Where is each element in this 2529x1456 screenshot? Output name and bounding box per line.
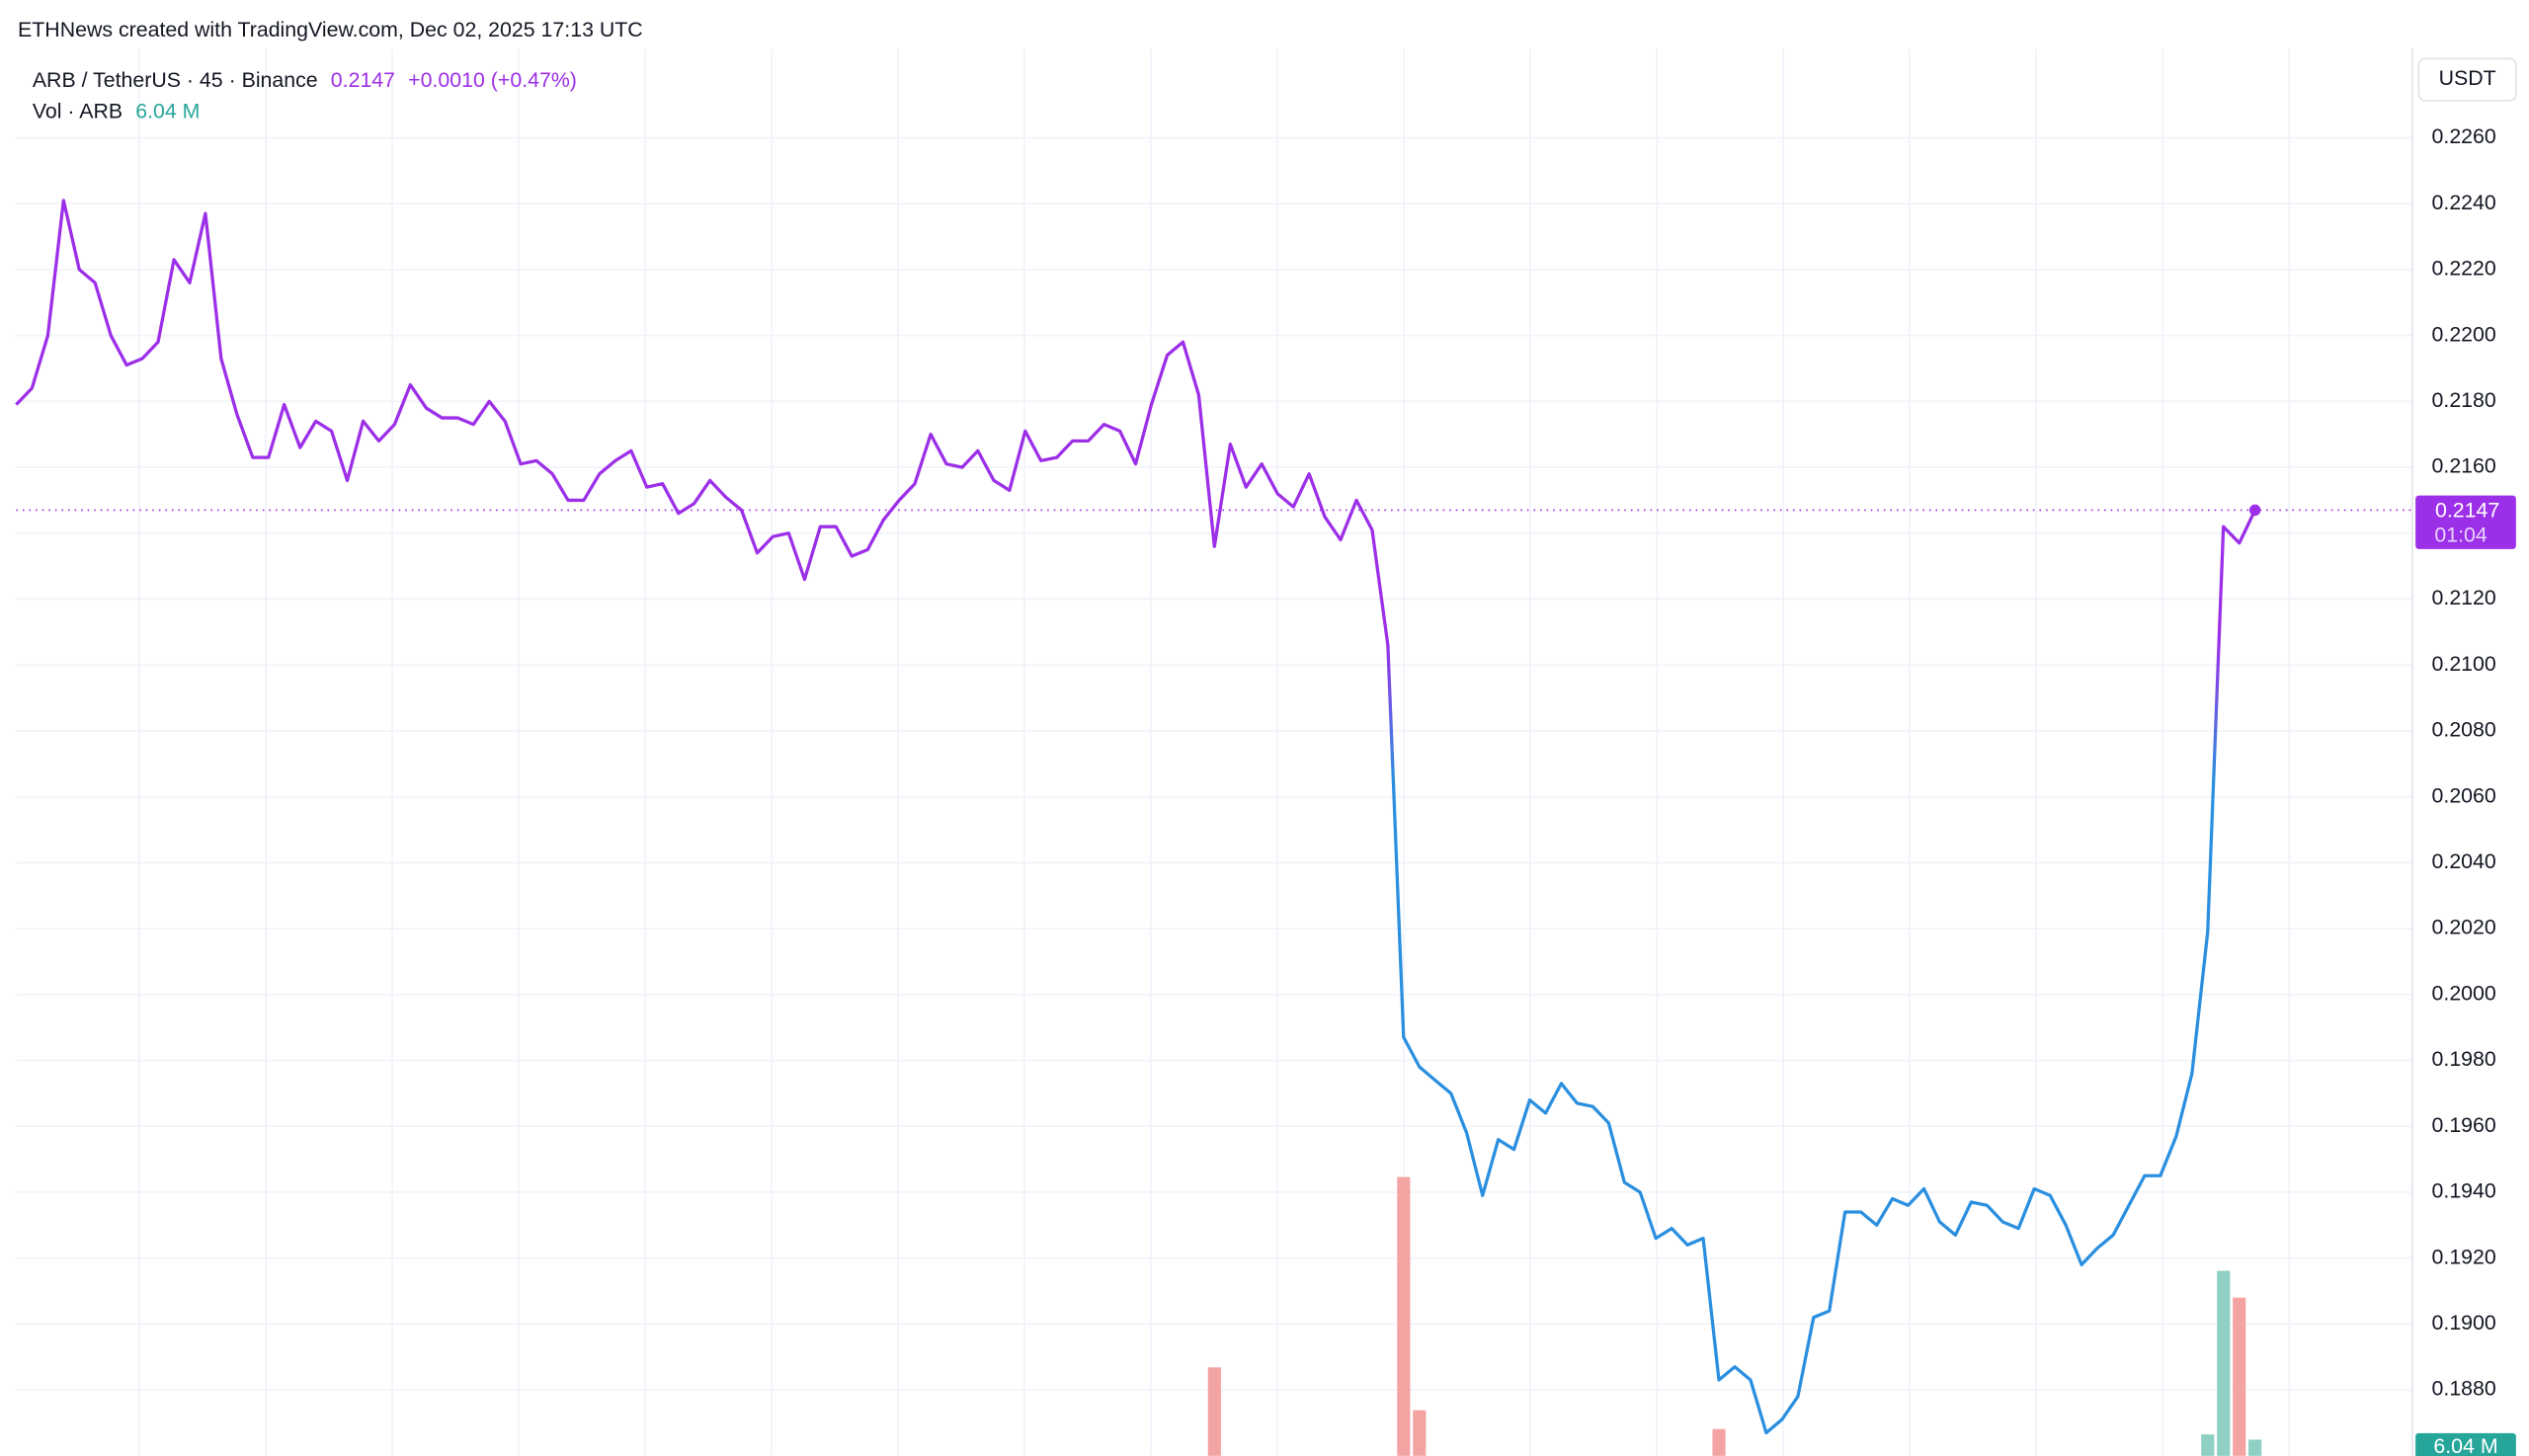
price-badge-value: 0.2147	[2435, 499, 2499, 523]
price-badge	[2415, 495, 2516, 549]
y-tick-label: 0.2020	[2432, 916, 2496, 939]
legend-item: 0.2147	[331, 68, 395, 92]
legend-item: 6.04 M	[135, 99, 200, 122]
y-tick-label: 0.2060	[2432, 783, 2496, 807]
y-tick-label: 0.2100	[2432, 652, 2496, 676]
y-tick-label: 0.2220	[2432, 257, 2496, 281]
y-tick-label: 0.2260	[2432, 124, 2496, 148]
legend-item: ARB / TetherUS · 45 · Binance	[33, 68, 318, 92]
legend-volume: Vol · ARB 6.04 M	[33, 99, 201, 122]
y-tick-label: 0.2080	[2432, 718, 2496, 742]
legend-price: ARB / TetherUS · 45 · Binance 0.2147 +0.00…	[33, 68, 577, 92]
volume-bar	[2217, 1270, 2231, 1456]
volume-bar	[1207, 1367, 1221, 1456]
y-tick-label: 0.1880	[2432, 1377, 2496, 1401]
last-point	[2248, 504, 2261, 517]
currency-box[interactable]	[2417, 57, 2517, 102]
volume-badge	[2415, 1432, 2516, 1456]
chart-title: ETHNews created with TradingView.com, De…	[18, 18, 643, 41]
volume-bar	[2233, 1297, 2246, 1456]
y-tick-label: 0.2000	[2432, 981, 2496, 1005]
y-tick-label: 0.1920	[2432, 1245, 2496, 1268]
grid	[16, 48, 2412, 1456]
y-tick-label: 0.1900	[2432, 1311, 2496, 1335]
y-tick-label: 0.1940	[2432, 1179, 2496, 1203]
y-tick-label: 0.1980	[2432, 1047, 2496, 1071]
y-tick-label: 0.2200	[2432, 322, 2496, 346]
price-line	[15, 199, 2257, 1435]
volume-bar	[1397, 1176, 1411, 1456]
price-badge-countdown: 01:04	[2434, 523, 2488, 546]
y-tick-label: 0.1960	[2432, 1113, 2496, 1137]
volume-bar	[1712, 1428, 1726, 1456]
legend-item: Vol · ARB	[33, 99, 122, 122]
y-tick-label: 0.2160	[2432, 454, 2496, 478]
y-tick-label: 0.2120	[2432, 586, 2496, 609]
y-tick-label: 0.2240	[2432, 191, 2496, 214]
volume-bar	[2201, 1434, 2215, 1456]
volume-badge-value: 6.04 M	[2433, 1434, 2497, 1456]
legend-item: +0.0010 (+0.47%)	[408, 68, 577, 92]
volume-bar	[2248, 1439, 2262, 1456]
y-tick-label: 0.2040	[2432, 849, 2496, 873]
volume-bar	[1413, 1410, 1427, 1456]
y-tick-label: 0.2180	[2432, 388, 2496, 412]
y-axis-label: USDT	[2439, 66, 2496, 90]
